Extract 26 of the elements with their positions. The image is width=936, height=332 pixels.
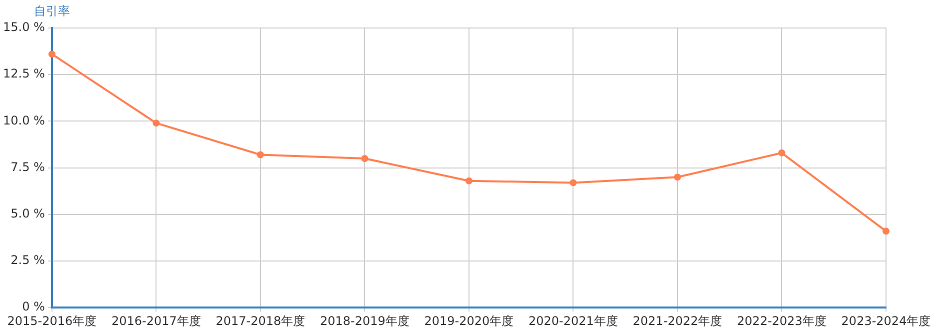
x-tick-label: 2020-2021年度 [528, 314, 618, 328]
point [48, 50, 56, 58]
y-tick-label: 0 % [22, 300, 45, 314]
point [882, 228, 890, 235]
point [361, 154, 368, 162]
x-tick-label: 2021-2022年度 [632, 314, 722, 328]
point [570, 179, 577, 186]
y-tick-label: 10.0 % [3, 113, 45, 128]
x-tick-label: 2018-2019年度 [320, 314, 410, 328]
point [256, 151, 264, 158]
x-tick-label: 2015-2016年度 [7, 314, 97, 328]
y-tick-label: 12.5 % [3, 66, 45, 81]
y-axis-title: 自引率 [34, 4, 70, 18]
x-tick-label: 2017-2018年度 [216, 314, 306, 328]
x-tick-label: 2016-2017年度 [111, 314, 201, 328]
point [465, 177, 472, 184]
x-tick-label: 2019-2020年度 [424, 314, 514, 328]
point [778, 149, 786, 156]
x-tick-label: 2022-2023年度 [737, 314, 826, 328]
point [152, 120, 160, 127]
y-tick-label: 15.0 % [3, 20, 45, 34]
y-tick-label: 5.0 % [10, 206, 45, 221]
y-tick-label: 2.5 % [10, 253, 45, 268]
point [674, 174, 681, 181]
x-tick-label: 2023-2024年度 [841, 314, 931, 328]
y-tick-label: 7.5 % [10, 160, 45, 174]
